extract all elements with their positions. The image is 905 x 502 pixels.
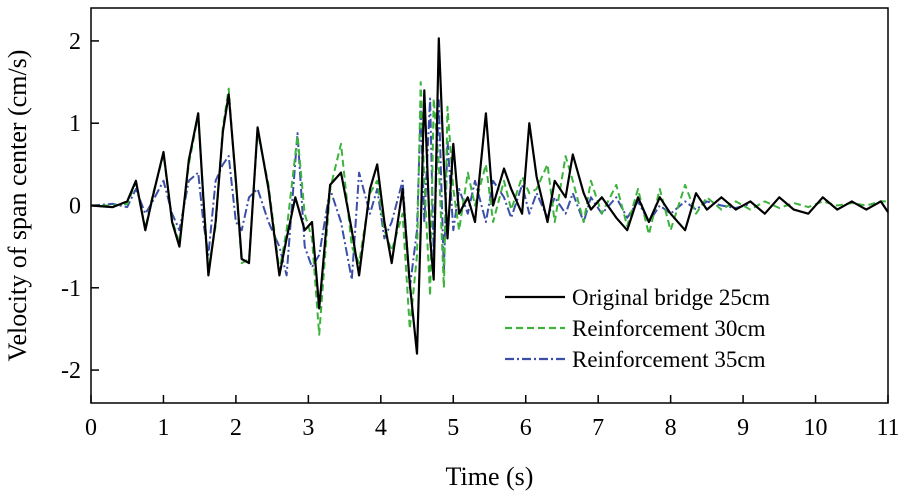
x-tick-label: 1 — [157, 415, 169, 441]
series-line-original-bridge-25cm — [90, 37, 889, 355]
legend: Original bridge 25cm Reinforcement 30cm Re… — [505, 285, 770, 372]
y-tick-label: 1 — [69, 111, 81, 137]
x-tick-label: 11 — [876, 415, 899, 441]
x-tick-label: 4 — [375, 415, 387, 441]
x-tick-label: 3 — [302, 415, 314, 441]
y-tick-label: -1 — [61, 276, 81, 302]
y-tick-label: -2 — [61, 358, 81, 384]
x-tick-label: 6 — [520, 415, 532, 441]
x-tick-label: 7 — [592, 415, 604, 441]
y-tick-label: 0 — [69, 194, 81, 220]
x-tick-label: 2 — [230, 415, 242, 441]
x-tick-label: 0 — [85, 415, 97, 441]
series-line-reinforcement-35cm — [90, 97, 751, 289]
legend-label: Original bridge 25cm — [572, 285, 770, 310]
x-axis-ticks: 0 1 2 3 4 5 6 7 8 9 10 11 — [85, 395, 900, 441]
y-axis-label: Velocity of span center (cm/s) — [3, 50, 32, 362]
y-tick-label: 2 — [69, 29, 81, 55]
x-tick-label: 9 — [737, 415, 749, 441]
x-tick-label: 5 — [447, 415, 459, 441]
legend-label: Reinforcement 35cm — [572, 347, 766, 372]
legend-label: Reinforcement 30cm — [572, 316, 766, 341]
x-tick-label: 8 — [665, 415, 677, 441]
x-axis-label: Time (s) — [446, 462, 534, 491]
x-tick-label: 10 — [804, 415, 828, 441]
series-lines — [90, 37, 889, 355]
y-axis-ticks: -2 -1 0 1 2 — [61, 29, 99, 384]
